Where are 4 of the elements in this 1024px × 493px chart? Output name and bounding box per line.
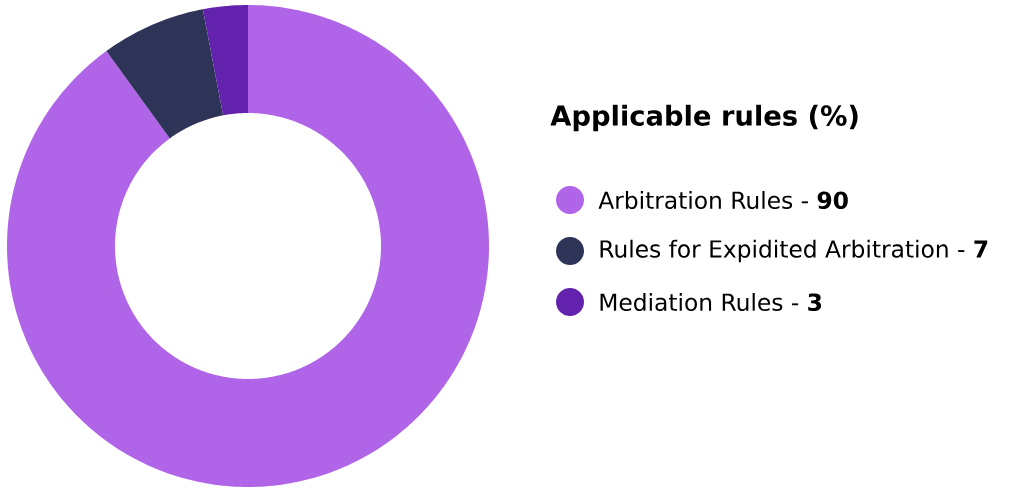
legend-title: Applicable rules (%) [550, 104, 858, 132]
legend-label: Arbitration Rules - 90 [598, 190, 848, 210]
legend-label: Mediation Rules - 3 [600, 292, 822, 312]
legend-label: Rules for Expidited Arbitration - 7 [600, 239, 988, 263]
